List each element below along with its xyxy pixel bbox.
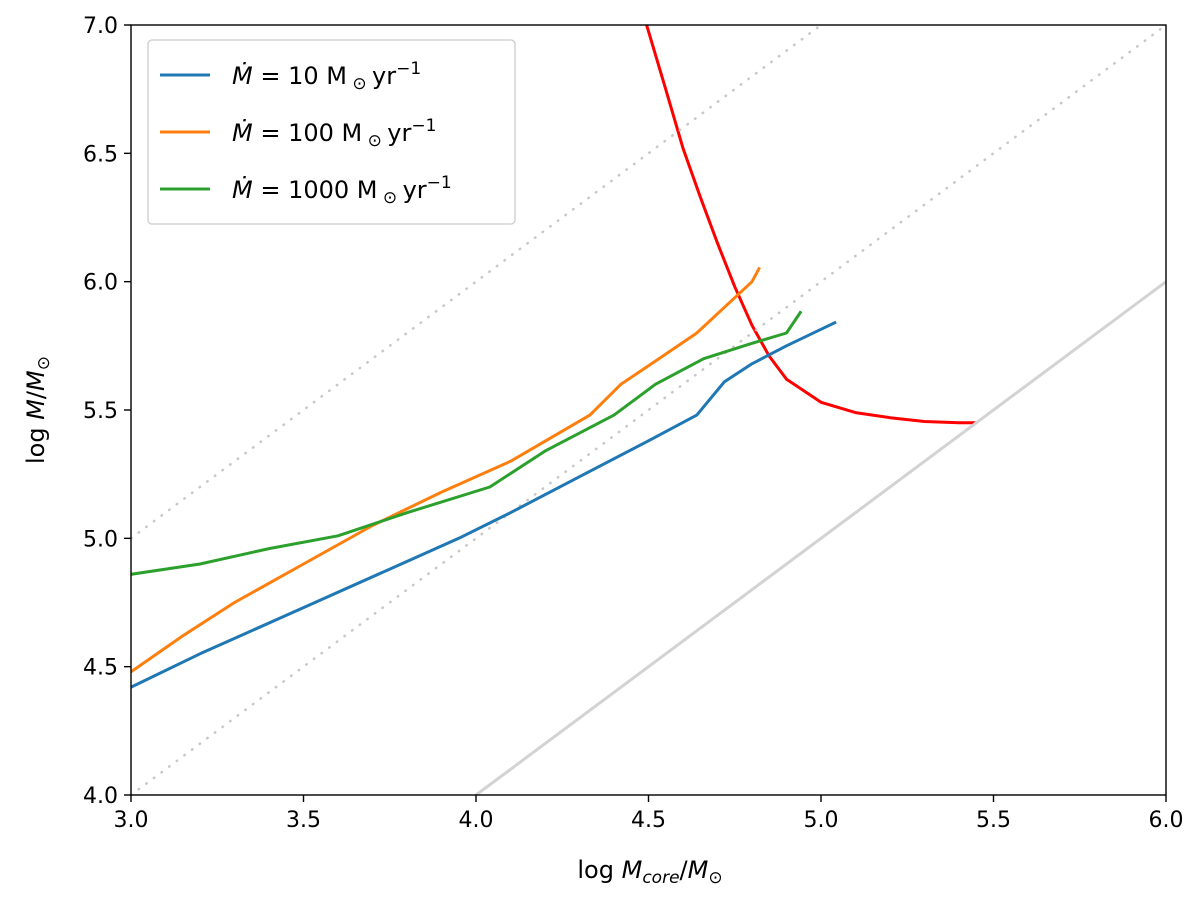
dotted-line-offset-1 [131,25,823,540]
y-tick-label: 7.0 [83,14,118,39]
legend-label-2: Ṁ = 100 M ⊙ yr−1 [232,116,436,151]
y-tick-label: 5.0 [83,527,118,552]
y-tick-label: 6.0 [83,271,118,296]
y-tick-label: 4.5 [83,656,118,681]
series-lines [131,266,837,689]
y-axis-label: log M/M⊙ [22,356,54,464]
series-line-3 [131,310,803,576]
legend-label-3: Ṁ = 1000 M ⊙ yr−1 [232,173,452,208]
series-line-1 [131,320,837,689]
legend-label-1: Ṁ = 10 M ⊙ yr−1 [232,59,421,94]
x-tick-label: 4.5 [631,808,666,833]
x-tick-label: 5.5 [976,808,1011,833]
x-axis-label: log Mcore/M⊙ [577,856,722,888]
x-tick-label: 3.0 [114,808,149,833]
x-tick-label: 4.0 [459,808,494,833]
x-axis-ticks: 3.0 3.5 4.0 4.5 5.0 5.5 6.0 [114,795,1184,833]
x-tick-label: 5.0 [804,808,839,833]
one-to-one-line [474,280,1166,795]
legend: Ṁ = 10 M ⊙ yr−1 Ṁ = 100 M ⊙ yr−1 Ṁ = 1000 … [147,39,516,225]
series-line-2 [131,266,761,674]
y-axis-ticks: 4.0 4.5 5.0 5.5 6.0 6.5 7.0 [83,14,131,809]
y-tick-label: 5.5 [83,399,118,424]
y-tick-label: 4.0 [83,784,118,809]
legend-box [147,39,516,225]
dotted-line-offset-0 [131,25,1166,795]
x-tick-label: 3.5 [286,808,321,833]
y-tick-label: 6.5 [83,142,118,167]
x-tick-label: 6.0 [1149,808,1184,833]
